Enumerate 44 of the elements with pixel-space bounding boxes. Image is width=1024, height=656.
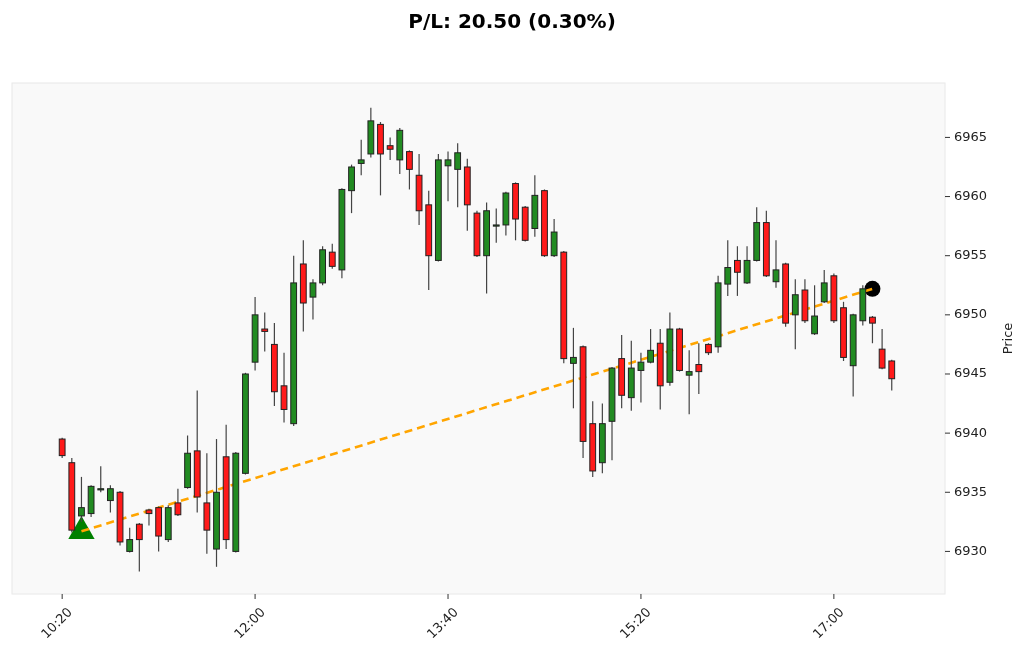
candlestick bbox=[78, 476, 85, 523]
candlestick bbox=[869, 315, 876, 344]
y-tick-label: 6945 bbox=[954, 365, 988, 381]
candlestick bbox=[637, 352, 645, 403]
y-tick-label: 6955 bbox=[954, 247, 988, 263]
candlestick bbox=[791, 278, 799, 350]
candlestick bbox=[820, 269, 828, 304]
candlestick bbox=[811, 284, 818, 336]
y-tick-label: 6935 bbox=[954, 483, 988, 499]
candlestick bbox=[328, 243, 336, 270]
chart-title: P/L: 20.50 (0.30%) bbox=[408, 9, 616, 33]
candlestick bbox=[550, 218, 558, 258]
candlestick bbox=[126, 527, 134, 554]
candlestick bbox=[174, 488, 182, 517]
candlestick bbox=[357, 139, 365, 176]
candlestick bbox=[309, 278, 317, 321]
candlestick bbox=[734, 245, 741, 297]
y-tick-label: 6930 bbox=[954, 542, 988, 558]
candlestick bbox=[878, 328, 886, 370]
y-tick-label: 6950 bbox=[954, 306, 988, 322]
candlestick bbox=[145, 508, 153, 526]
candlestick bbox=[743, 245, 751, 285]
candlestick bbox=[570, 327, 577, 409]
candlestick bbox=[261, 311, 269, 353]
candlestick bbox=[135, 522, 143, 573]
candlestick bbox=[107, 484, 114, 513]
y-axis-title: Price bbox=[1000, 322, 1015, 355]
y-tick-label: 6940 bbox=[954, 424, 988, 440]
candlestick bbox=[406, 149, 413, 191]
y-tick-label: 6965 bbox=[954, 128, 988, 144]
candlestick bbox=[724, 239, 732, 297]
candlestick bbox=[492, 207, 500, 244]
candlestick bbox=[97, 465, 105, 493]
candlestick bbox=[386, 136, 394, 161]
y-tick-label: 6960 bbox=[954, 188, 988, 204]
candlestick bbox=[647, 328, 654, 364]
candlestick bbox=[454, 142, 462, 208]
candlestick bbox=[280, 352, 288, 424]
candlestick bbox=[888, 359, 896, 392]
candlestick bbox=[348, 164, 355, 214]
candlestick bbox=[685, 349, 693, 415]
candlestick bbox=[772, 239, 780, 289]
candlestick bbox=[695, 342, 703, 395]
candlestick bbox=[444, 151, 452, 202]
